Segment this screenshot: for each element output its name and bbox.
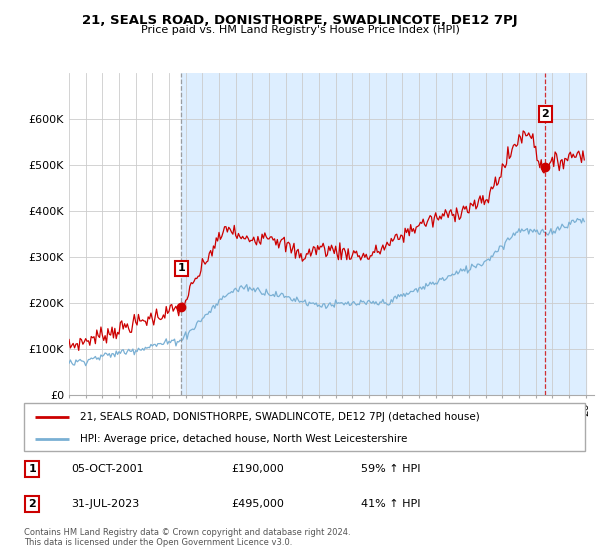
FancyBboxPatch shape	[24, 403, 585, 451]
Text: 1: 1	[178, 263, 185, 273]
Text: 1: 1	[29, 464, 36, 474]
Text: 21, SEALS ROAD, DONISTHORPE, SWADLINCOTE, DE12 7PJ: 21, SEALS ROAD, DONISTHORPE, SWADLINCOTE…	[82, 14, 518, 27]
Text: 2: 2	[541, 109, 549, 119]
Text: 41% ↑ HPI: 41% ↑ HPI	[361, 499, 420, 509]
Text: 31-JUL-2023: 31-JUL-2023	[71, 499, 140, 509]
Text: 2: 2	[29, 499, 36, 509]
Text: 59% ↑ HPI: 59% ↑ HPI	[361, 464, 420, 474]
Text: Contains HM Land Registry data © Crown copyright and database right 2024.
This d: Contains HM Land Registry data © Crown c…	[24, 528, 350, 547]
Text: 21, SEALS ROAD, DONISTHORPE, SWADLINCOTE, DE12 7PJ (detached house): 21, SEALS ROAD, DONISTHORPE, SWADLINCOTE…	[80, 412, 480, 422]
Text: £190,000: £190,000	[232, 464, 284, 474]
Text: Price paid vs. HM Land Registry's House Price Index (HPI): Price paid vs. HM Land Registry's House …	[140, 25, 460, 35]
Text: £495,000: £495,000	[232, 499, 284, 509]
Bar	[181, 73, 586, 395]
Text: HPI: Average price, detached house, North West Leicestershire: HPI: Average price, detached house, Nort…	[80, 434, 407, 444]
Text: 05-OCT-2001: 05-OCT-2001	[71, 464, 145, 474]
